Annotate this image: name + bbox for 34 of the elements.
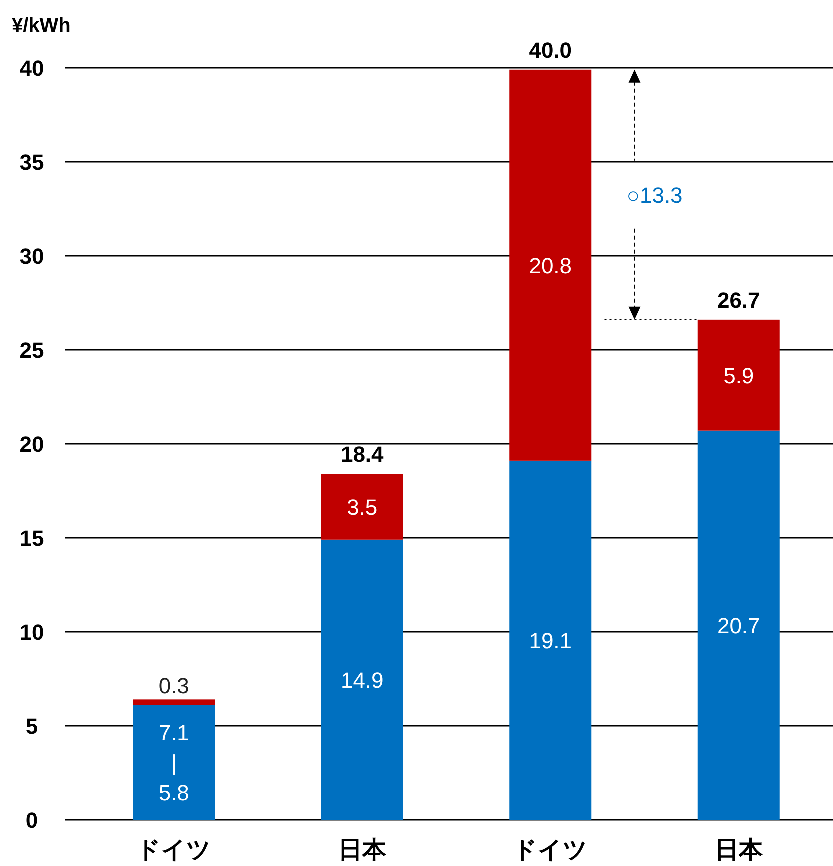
y-tick-label: 15 [20, 526, 44, 551]
y-tick-label: 10 [20, 620, 44, 645]
data-label: 20.7 [717, 613, 760, 638]
y-tick-label: 30 [20, 244, 44, 269]
x-tick-label: 日本 [338, 837, 388, 864]
x-tick-label: 日本 [714, 837, 764, 864]
total-label: 40.0 [529, 38, 572, 63]
bar [698, 320, 780, 431]
y-tick-label: 25 [20, 338, 44, 363]
data-label: 19.1 [529, 628, 572, 654]
y-axis-title: ¥/kWh [12, 15, 71, 37]
bar [321, 474, 404, 540]
x-tick-label: ドイツ [136, 837, 212, 864]
bar [321, 540, 404, 820]
annotation: 7.1 | 5.8 [158, 720, 190, 806]
y-tick-label: 5 [26, 714, 38, 739]
y-tick-label: 20 [20, 432, 44, 457]
total-label: 26.7 [717, 288, 760, 313]
data-label: 5.9 [724, 363, 754, 388]
bar [510, 460, 592, 820]
total-label: 18.4 [340, 442, 385, 468]
annotation: ○13.3 [626, 182, 683, 208]
data-label: 20.8 [529, 253, 572, 278]
y-tick-label: 0 [26, 808, 38, 833]
data-label: 0.3 [158, 674, 190, 699]
y-tick-label: 40 [20, 56, 44, 81]
data-label: 3.5 [347, 494, 378, 520]
bar [133, 700, 216, 706]
bar [133, 705, 216, 820]
bar [510, 70, 592, 461]
y-tick-label: 35 [20, 150, 44, 175]
x-tick-label: ドイツ [513, 837, 588, 864]
bar [698, 430, 780, 820]
data-label: 14.9 [340, 668, 384, 693]
